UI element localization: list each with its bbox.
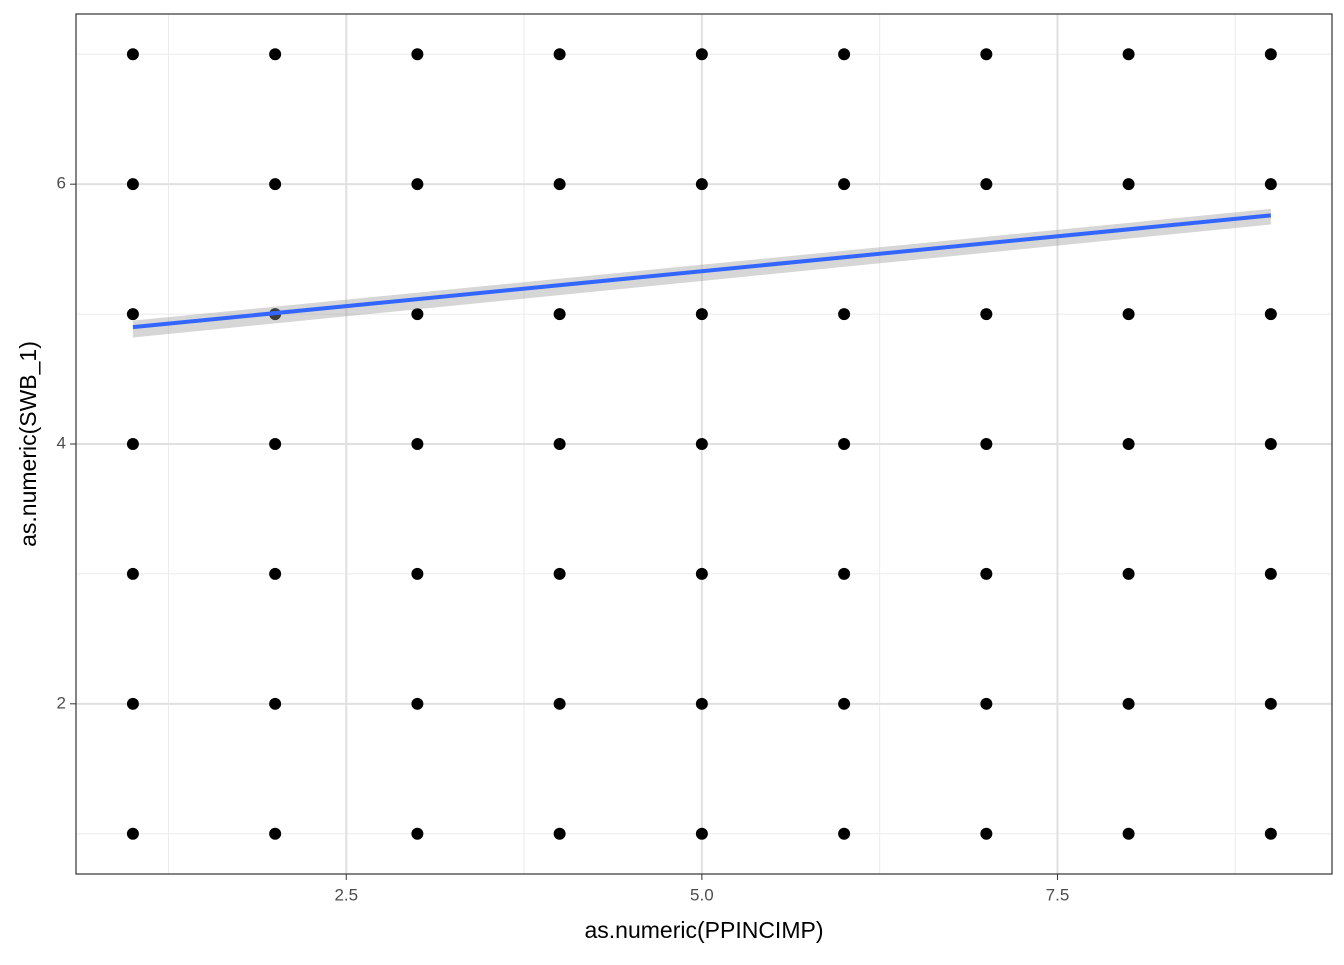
point <box>126 308 139 321</box>
point <box>411 697 424 710</box>
y-tick-label: 2 <box>57 693 66 712</box>
point <box>553 308 566 321</box>
point <box>126 827 139 840</box>
point <box>269 827 282 840</box>
point <box>269 697 282 710</box>
point <box>269 438 282 450</box>
point <box>411 308 424 321</box>
point <box>695 48 708 61</box>
x-tick-label: 7.5 <box>1046 885 1070 904</box>
point <box>980 308 993 321</box>
point <box>411 178 424 191</box>
point <box>695 178 708 191</box>
point <box>1122 567 1135 580</box>
point <box>1264 48 1277 61</box>
point <box>695 438 708 450</box>
point <box>126 697 139 710</box>
point <box>126 48 139 61</box>
x-tick-label: 2.5 <box>334 885 358 904</box>
point <box>411 48 424 61</box>
point <box>553 827 566 840</box>
point <box>411 567 424 580</box>
point <box>980 697 993 710</box>
point <box>269 178 282 191</box>
point <box>838 697 851 710</box>
point <box>838 48 851 61</box>
point <box>695 308 708 321</box>
x-axis-title: as.numeric(PPINCIMP) <box>585 917 824 943</box>
point <box>126 178 139 191</box>
point <box>980 178 993 191</box>
point <box>553 438 566 450</box>
point <box>1122 308 1135 321</box>
fit-line <box>132 213 1272 330</box>
point <box>1264 438 1277 450</box>
y-tick-label: 4 <box>57 433 66 452</box>
point <box>838 567 851 580</box>
point <box>553 567 566 580</box>
y-axis-title: as.numeric(SWB_1) <box>15 341 41 547</box>
point <box>269 567 282 580</box>
point <box>1264 308 1277 321</box>
point <box>269 48 282 61</box>
point <box>1122 48 1135 61</box>
point <box>980 438 993 450</box>
point <box>838 308 851 321</box>
point <box>838 438 851 450</box>
point <box>1264 827 1277 840</box>
point <box>126 438 139 450</box>
point <box>838 178 851 191</box>
point <box>695 827 708 840</box>
point <box>553 48 566 61</box>
point <box>980 827 993 840</box>
panel-border <box>75 13 1333 875</box>
point <box>1122 438 1135 450</box>
point <box>1264 567 1277 580</box>
y-tick-label: 6 <box>57 174 66 193</box>
point <box>553 697 566 710</box>
point <box>1264 178 1277 191</box>
point <box>411 827 424 840</box>
point <box>126 567 139 580</box>
point <box>695 567 708 580</box>
point <box>1122 697 1135 710</box>
point <box>980 567 993 580</box>
point <box>695 697 708 710</box>
point <box>980 48 993 61</box>
x-tick-label: 5.0 <box>690 885 714 904</box>
point <box>838 827 851 840</box>
point <box>411 438 424 450</box>
point <box>1264 697 1277 710</box>
point <box>1122 827 1135 840</box>
point <box>553 178 566 191</box>
point <box>1122 178 1135 191</box>
